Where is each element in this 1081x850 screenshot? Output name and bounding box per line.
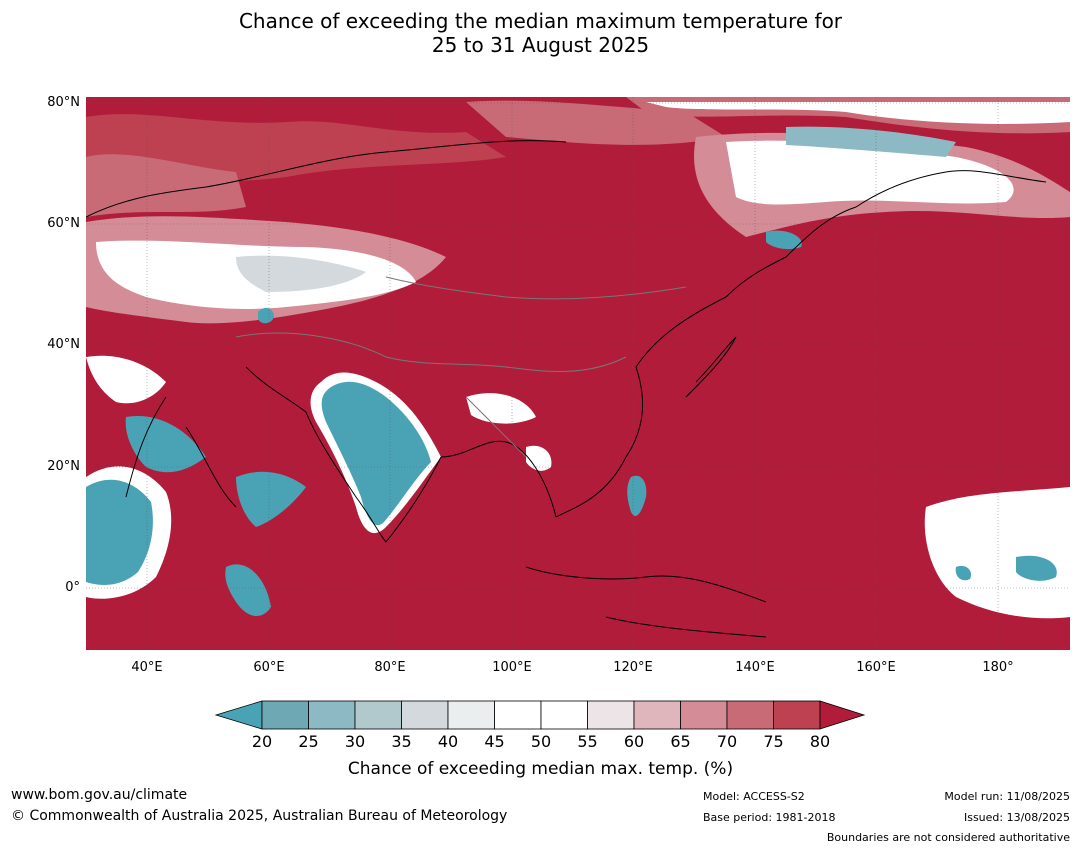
- colorbar-tick-label: 75: [763, 732, 784, 751]
- lat-label-80n: 80°N: [47, 95, 80, 110]
- title-line-2: 25 to 31 August 2025: [431, 33, 650, 57]
- colorbar-tick-label: 80: [809, 732, 831, 751]
- lat-label-20n: 20°N: [47, 459, 80, 474]
- footer-model-run: Model run: 11/08/2025: [944, 790, 1070, 803]
- colorbar-swatch: [587, 700, 635, 730]
- colorbar-tick-label: 55: [577, 732, 598, 751]
- title-line-1: Chance of exceeding the median maximum t…: [238, 9, 843, 33]
- colorbar-swatch: [633, 700, 681, 730]
- colorbar-swatch: [447, 700, 495, 730]
- colorbar-swatch: [261, 700, 309, 730]
- colorbar-swatch: [354, 700, 402, 730]
- colorbar-tick-label: 60: [623, 732, 645, 751]
- colorbar-tick-label: 35: [391, 732, 412, 751]
- colorbar-svg: [214, 700, 866, 730]
- lon-label-100e: 100°E: [492, 660, 532, 675]
- colorbar-tick-label: 70: [716, 732, 738, 751]
- colorbar-tick-label: 65: [670, 732, 691, 751]
- colorbar-swatch: [540, 700, 588, 730]
- colorbar-swatch: [773, 700, 821, 730]
- lon-label-80e: 80°E: [374, 660, 406, 675]
- colorbar-extend-high: [819, 700, 866, 730]
- lon-label-60e: 60°E: [253, 660, 285, 675]
- lat-label-0: 0°: [65, 580, 80, 595]
- lon-label-180: 180°: [982, 660, 1014, 675]
- colorbar-tick-label: 40: [437, 732, 459, 751]
- colorbar-tick-label: 20: [251, 732, 273, 751]
- footer-issued: Issued: 13/08/2025: [963, 811, 1070, 824]
- colorbar-tick-label: 50: [530, 732, 552, 751]
- colorbar-swatch: [494, 700, 542, 730]
- forecast-map: [86, 97, 1070, 650]
- colorbar-swatch: [726, 700, 774, 730]
- colorbar-swatch: [680, 700, 728, 730]
- colorbar-extend-low: [214, 700, 263, 730]
- colorbar-label: Chance of exceeding median max. temp. (%…: [347, 759, 734, 779]
- colorbar-swatch: [401, 700, 449, 730]
- colorbar-swatch: [308, 700, 356, 730]
- lon-label-160e: 160°E: [856, 660, 896, 675]
- footer-website: www.bom.gov.au/climate: [11, 787, 188, 803]
- colorbar: [0, 698, 1081, 736]
- footer-model: Model: ACCESS-S2: [703, 790, 805, 803]
- footer-copyright: © Commonwealth of Australia 2025, Austra…: [11, 808, 508, 824]
- lat-label-40n: 40°N: [47, 337, 80, 352]
- lat-label-60n: 60°N: [47, 216, 80, 231]
- lon-label-120e: 120°E: [613, 660, 653, 675]
- lon-label-40e: 40°E: [131, 660, 163, 675]
- footer-disclaimer: Boundaries are not considered authoritat…: [826, 831, 1070, 844]
- lon-label-140e: 140°E: [735, 660, 775, 675]
- colorbar-tick-label: 45: [484, 732, 505, 751]
- map-title: Chance of exceeding the median maximum t…: [0, 9, 1081, 57]
- footer-base-period: Base period: 1981-2018: [703, 811, 836, 824]
- colorbar-tick-label: 30: [344, 732, 366, 751]
- colorbar-tick-label: 25: [298, 732, 319, 751]
- map-canvas: [86, 97, 1070, 650]
